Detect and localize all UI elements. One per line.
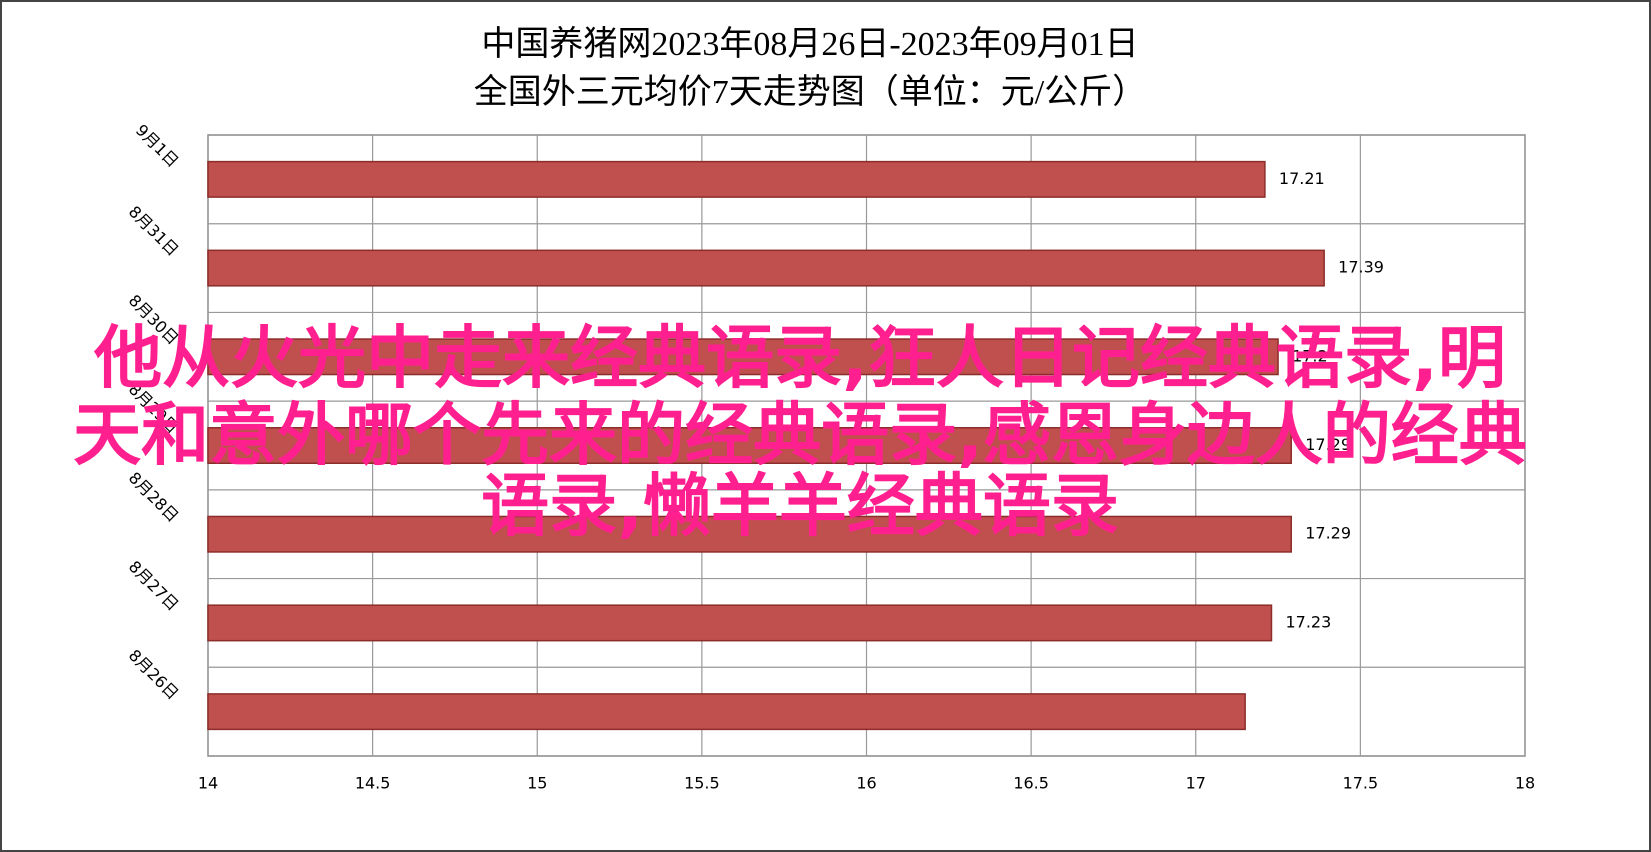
bar [207, 693, 1246, 731]
value-label: 17.2 [1292, 346, 1328, 365]
x-tick-label: 15 [527, 774, 547, 793]
bar [207, 515, 1292, 553]
x-tick-label: 17 [1186, 774, 1206, 793]
watermark-text: 天和意外哪个先来的经典语录,感恩身边人的经典 [73, 397, 1527, 476]
bar [207, 249, 1325, 287]
x-tick-label: 14.5 [355, 774, 391, 793]
x-tick-label: 18 [1515, 774, 1535, 793]
x-tick-label: 14 [198, 774, 218, 793]
value-label: 17.21 [1279, 169, 1325, 188]
bar [207, 338, 1279, 376]
x-tick-label: 15.5 [684, 774, 720, 793]
value-label: 17.39 [1338, 258, 1384, 277]
value-label: 17.29 [1305, 524, 1351, 543]
chart-subtitle: 全国外三元均价7天走势图（单位：元/公斤） [474, 73, 1146, 111]
x-tick-label: 16 [856, 774, 876, 793]
bar [207, 427, 1292, 464]
watermark-text: 他从火光中走来经典语录,狂人日记经典语录,明 [93, 320, 1506, 399]
x-tick-label: 16.5 [1013, 774, 1049, 793]
watermark-text: 语录,懒羊羊经典语录 [481, 468, 1119, 547]
value-label: 17.23 [1285, 612, 1331, 631]
bar [207, 604, 1273, 642]
x-tick-label: 17.5 [1343, 774, 1379, 793]
value-label: 17.29 [1305, 435, 1351, 454]
chart-title: 中国养猪网2023年08月26日-2023年09月01日 [481, 25, 1138, 63]
bar [207, 160, 1266, 198]
